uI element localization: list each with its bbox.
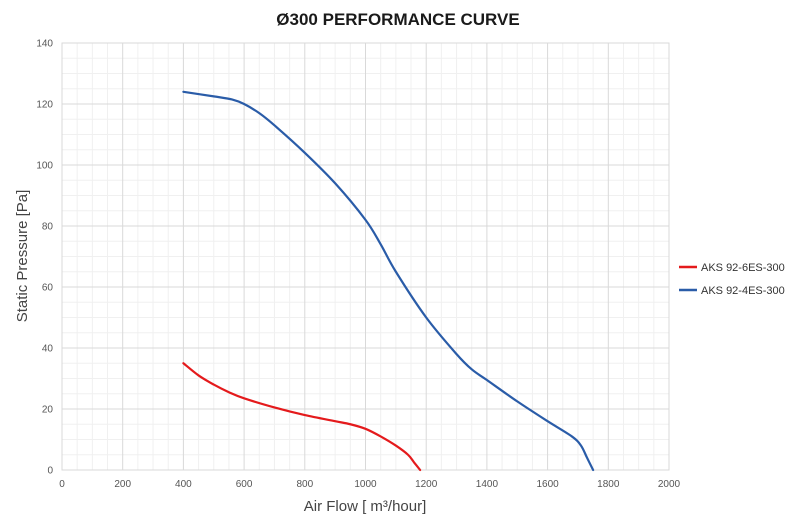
x-tick-label: 0 — [59, 479, 65, 490]
legend: AKS 92-6ES-300 AKS 92-4ES-300 — [679, 262, 785, 297]
x-tick-label: 1400 — [476, 479, 499, 490]
x-axis-ticks: 0 200 400 600 800 1000 1200 1400 1600 1800 2000 — [59, 479, 680, 490]
x-tick-label: 600 — [236, 479, 253, 490]
x-tick-label: 800 — [296, 479, 313, 490]
plot-area-frame — [61, 42, 670, 471]
y-axis-title: Static Pressure [Pa] — [14, 190, 31, 323]
x-tick-label: 1800 — [597, 479, 620, 490]
x-tick-label: 1600 — [536, 479, 559, 490]
chart-title: Ø300 PERFORMANCE CURVE — [276, 10, 519, 29]
x-tick-label: 400 — [175, 479, 192, 490]
x-tick-label: 2000 — [658, 479, 681, 490]
y-tick-label: 80 — [42, 222, 54, 233]
series-lines — [182, 90, 595, 472]
x-axis-title: Air Flow [ m³/hour] — [304, 498, 427, 515]
legend-label-2: AKS 92-4ES-300 — [701, 285, 785, 297]
y-tick-label: 60 — [42, 283, 54, 294]
legend-label-1: AKS 92-6ES-300 — [701, 262, 785, 274]
x-tick-label: 1200 — [415, 479, 438, 490]
x-tick-label: 200 — [114, 479, 131, 490]
series-line-1 — [182, 362, 422, 472]
x-tick-label: 1000 — [354, 479, 377, 490]
y-tick-label: 40 — [42, 344, 54, 355]
y-tick-label: 140 — [36, 39, 53, 50]
y-tick-label: 100 — [36, 161, 53, 172]
y-tick-label: 120 — [36, 100, 53, 111]
y-axis-ticks: 0 20 40 60 80 100 120 140 — [36, 39, 53, 477]
series-line-2 — [182, 90, 595, 472]
y-tick-label: 20 — [42, 405, 54, 416]
y-tick-label: 0 — [47, 466, 53, 477]
